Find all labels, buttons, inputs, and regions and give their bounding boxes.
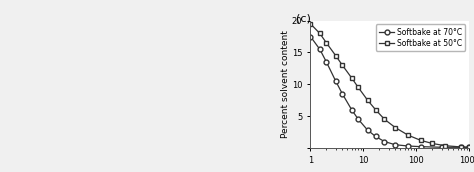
- Softbake at 70°C: [324, 61, 329, 63]
- Softbake at 70°C: [308, 35, 313, 37]
- Softbake at 50°C: [339, 64, 345, 66]
- Softbake at 70°C: [405, 145, 411, 147]
- Line: Softbake at 70°C: Softbake at 70°C: [308, 34, 472, 150]
- Softbake at 70°C: [439, 146, 445, 148]
- Softbake at 50°C: [324, 42, 329, 44]
- Softbake at 70°C: [317, 48, 323, 50]
- Y-axis label: Percent solvent content: Percent solvent content: [281, 30, 290, 138]
- Line: Softbake at 50°C: Softbake at 50°C: [308, 21, 472, 150]
- Softbake at 50°C: [365, 99, 371, 101]
- Softbake at 50°C: [392, 127, 398, 129]
- Softbake at 70°C: [365, 129, 371, 131]
- Legend: Softbake at 70°C, Softbake at 50°C: Softbake at 70°C, Softbake at 50°C: [376, 24, 465, 51]
- Softbake at 50°C: [308, 23, 313, 25]
- Softbake at 70°C: [333, 80, 338, 82]
- Softbake at 50°C: [333, 55, 338, 57]
- Softbake at 70°C: [382, 141, 387, 143]
- Text: (c): (c): [296, 14, 311, 24]
- Softbake at 70°C: [339, 93, 345, 95]
- Softbake at 70°C: [458, 146, 464, 148]
- Softbake at 50°C: [382, 118, 387, 120]
- Softbake at 50°C: [466, 146, 472, 148]
- Softbake at 70°C: [418, 146, 423, 148]
- Softbake at 50°C: [349, 77, 355, 79]
- X-axis label: Time [minutes]: Time [minutes]: [356, 171, 424, 172]
- Softbake at 70°C: [356, 118, 361, 120]
- Softbake at 70°C: [373, 135, 378, 137]
- Softbake at 70°C: [392, 144, 398, 146]
- Softbake at 50°C: [429, 142, 435, 144]
- Softbake at 50°C: [356, 86, 361, 88]
- Softbake at 50°C: [418, 139, 423, 141]
- Softbake at 50°C: [373, 109, 378, 111]
- Softbake at 70°C: [466, 146, 472, 148]
- Softbake at 50°C: [317, 32, 323, 34]
- Softbake at 50°C: [405, 134, 411, 136]
- Softbake at 70°C: [349, 109, 355, 111]
- Softbake at 50°C: [442, 145, 448, 147]
- Softbake at 50°C: [458, 146, 464, 148]
